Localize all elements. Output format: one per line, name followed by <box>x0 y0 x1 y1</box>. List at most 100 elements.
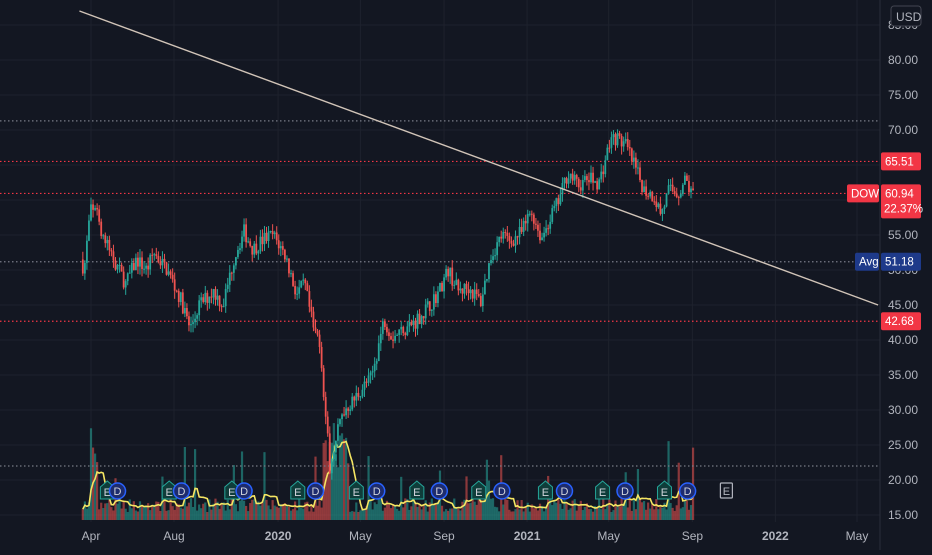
candle-body <box>414 320 417 329</box>
volume-bar <box>426 511 429 520</box>
candle-body <box>553 206 556 209</box>
volume-bar <box>334 454 338 520</box>
volume-bar <box>583 507 586 520</box>
candle-body <box>359 396 362 398</box>
candle-body <box>412 320 415 325</box>
candle-body <box>624 139 627 142</box>
volume-bar <box>171 506 174 520</box>
volume-bar <box>316 505 319 520</box>
candle-body <box>428 301 431 311</box>
candle-body <box>537 224 539 231</box>
candle-body <box>277 240 280 249</box>
volume-bar <box>318 500 321 520</box>
candle-body <box>259 236 262 252</box>
volume-bar <box>691 447 695 520</box>
trendline[interactable] <box>79 10 879 306</box>
dividend-marker <box>306 482 325 500</box>
dividend-marker <box>172 482 191 500</box>
candle-body <box>463 283 466 294</box>
volume-bar <box>222 502 225 520</box>
volume-bar <box>216 501 219 520</box>
volume-bar <box>557 498 560 520</box>
candle-body <box>608 147 611 149</box>
x-axis[interactable]: Apr Aug 2020 May Sep 2021 May Sep 2022 May <box>82 529 869 543</box>
volume-bar <box>126 511 129 520</box>
volume-bar <box>434 504 438 520</box>
volume-bar <box>579 500 582 520</box>
y-tick-label: 80.00 <box>888 53 918 67</box>
volume-bar <box>393 505 397 520</box>
last-price-tag <box>881 184 921 219</box>
candle-body <box>590 172 592 183</box>
candle-body <box>159 261 162 266</box>
candle-body <box>522 220 525 232</box>
volume-bar <box>326 461 329 520</box>
y-tick-label: 40.00 <box>888 333 918 347</box>
candle-body <box>592 172 594 183</box>
volume-bar <box>675 505 678 520</box>
volume-bar <box>128 499 131 520</box>
candle-body <box>371 371 374 373</box>
volume-bar <box>585 503 589 520</box>
volume-bar <box>473 501 476 520</box>
volume-bar <box>491 498 495 520</box>
level-price-value: 42.68 <box>885 316 914 328</box>
volume-bar <box>330 442 333 520</box>
candle-body <box>147 265 150 270</box>
candle-body <box>314 327 317 331</box>
y-tick-label: 25.00 <box>888 438 918 452</box>
candle-body <box>498 236 501 243</box>
earnings-marker <box>348 480 364 500</box>
candle-body <box>612 134 615 138</box>
candle-body <box>175 290 178 292</box>
candle-body <box>320 346 323 369</box>
volume-bar <box>265 499 268 520</box>
volume-bar <box>404 498 407 520</box>
candle-body <box>686 175 688 181</box>
volume-bar <box>383 507 386 520</box>
volume-bar <box>512 511 515 520</box>
volume-bar <box>257 501 260 520</box>
candle-body <box>437 291 439 304</box>
candle-body <box>532 214 535 224</box>
candle-body <box>363 381 366 390</box>
volume-bar <box>100 502 103 520</box>
candle-body <box>300 280 303 288</box>
candle-body <box>396 334 399 336</box>
volume-bar <box>175 503 178 520</box>
y-tick-label: 75.00 <box>888 88 918 102</box>
volume-bar <box>498 511 501 520</box>
candle-body <box>535 223 537 225</box>
volume-bar <box>102 508 105 520</box>
candle-body <box>128 272 131 274</box>
volume-bar <box>418 504 421 520</box>
candle-body <box>283 249 286 260</box>
volume-bar <box>567 509 570 520</box>
candle-body <box>188 316 190 326</box>
dividend-letter: D <box>435 486 443 498</box>
earnings-letter: E <box>475 487 482 499</box>
volume-bar <box>416 506 419 520</box>
candle-body <box>261 236 264 245</box>
volume-bar <box>618 506 621 520</box>
volume-bar <box>353 511 356 520</box>
volume-bar <box>310 504 313 520</box>
candle-body <box>600 171 603 180</box>
volume-bar <box>234 504 238 520</box>
candle-body <box>677 197 680 199</box>
volume-bar <box>291 509 295 520</box>
candle-body <box>373 363 376 372</box>
volume-bar <box>445 509 448 520</box>
earnings-letter: E <box>542 487 549 499</box>
candle-body <box>167 271 170 275</box>
candle-body <box>155 254 158 256</box>
candle-body <box>630 148 633 162</box>
candle-body <box>116 265 119 270</box>
earnings-marker <box>409 480 425 500</box>
volume-bar <box>620 498 623 520</box>
candle-body <box>216 295 219 300</box>
candle-body <box>500 236 503 239</box>
